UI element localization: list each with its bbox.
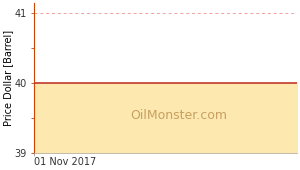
Y-axis label: Price Dollar [Barrel]: Price Dollar [Barrel] bbox=[3, 30, 13, 126]
Text: OilMonster.com: OilMonster.com bbox=[130, 109, 227, 122]
